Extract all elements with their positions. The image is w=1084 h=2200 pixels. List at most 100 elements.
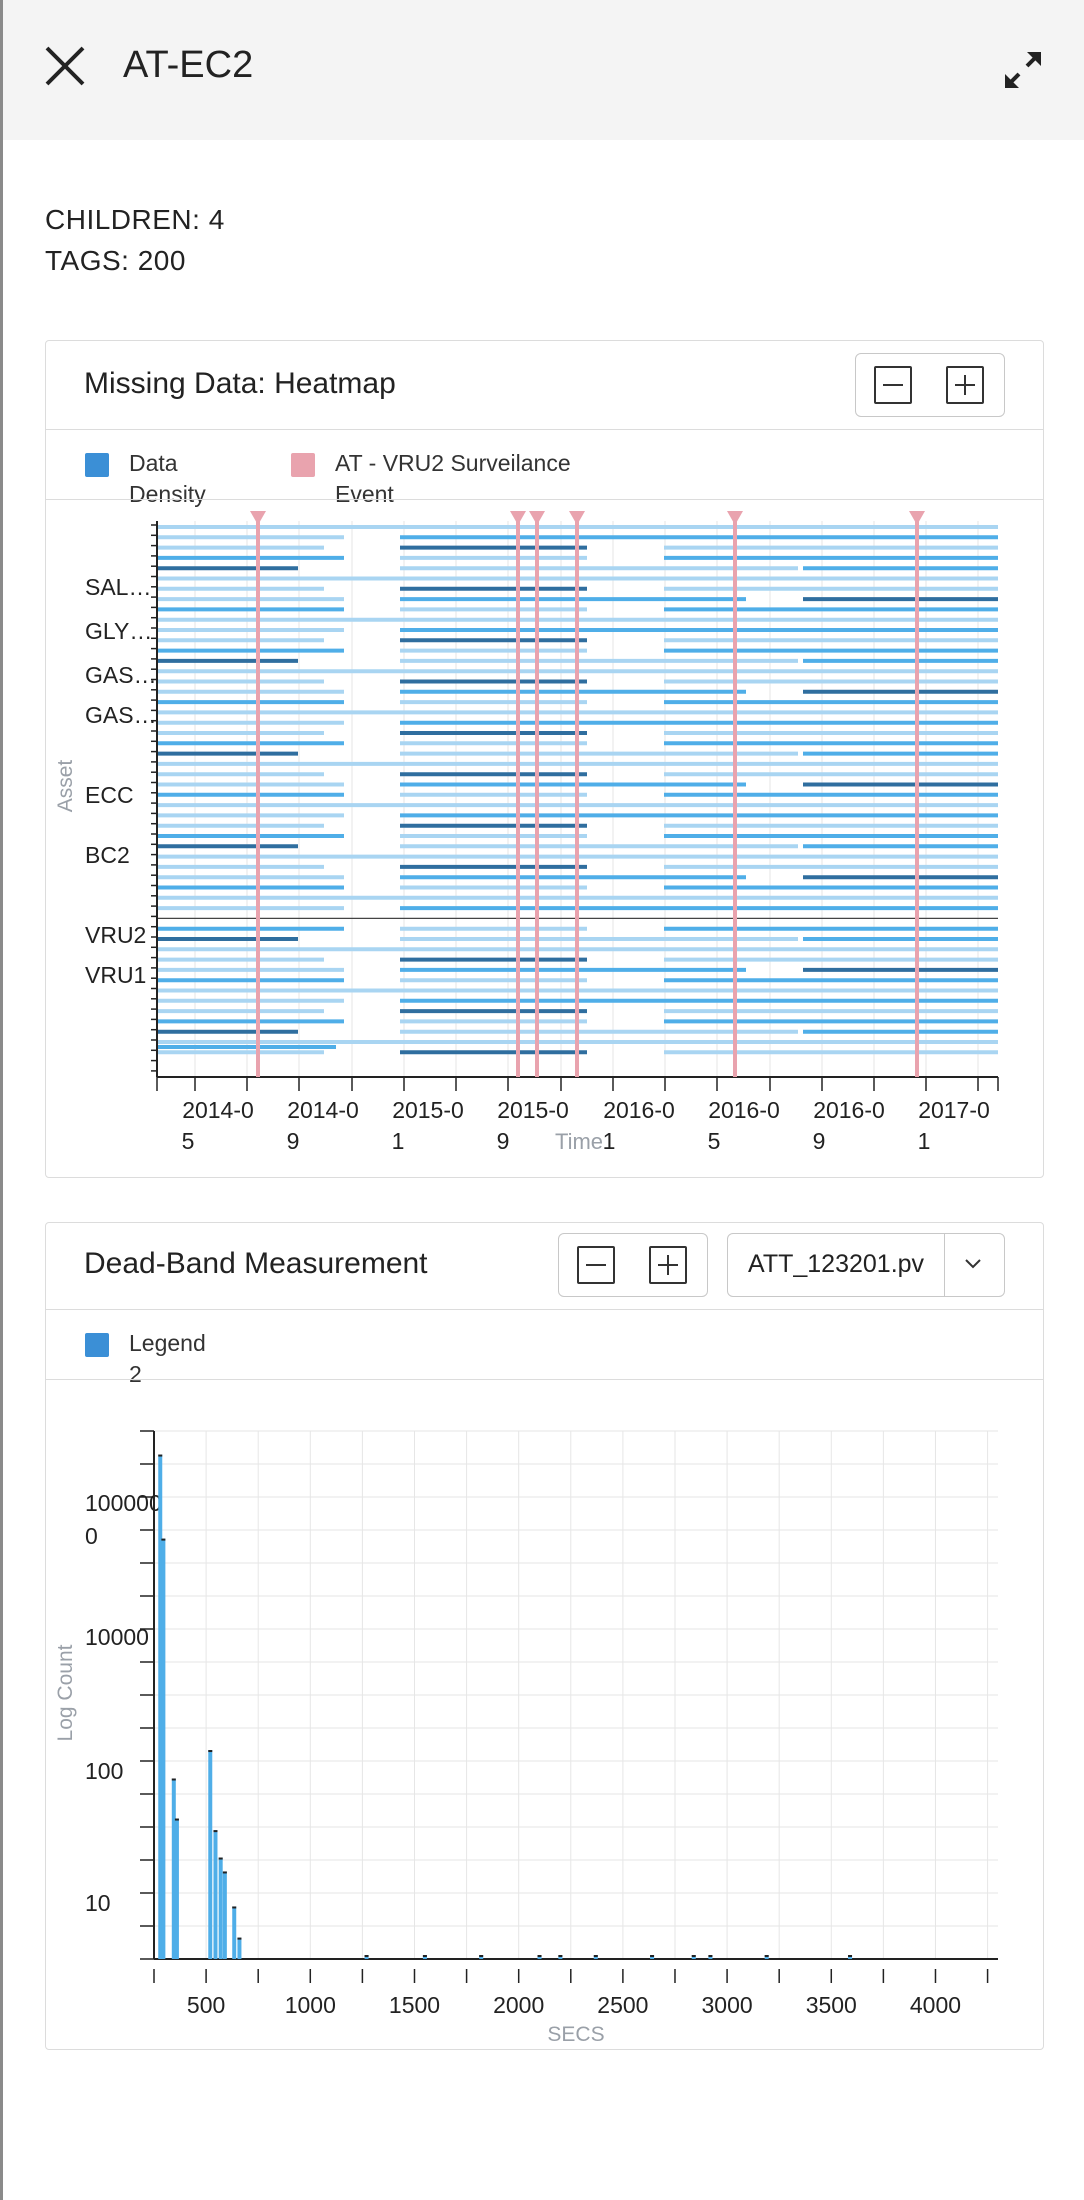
event-marker-head [250,511,266,525]
asset-label: VRU2 [85,922,146,948]
asset-label: GLY… [85,618,152,644]
histogram-bar-cap [158,1454,163,1457]
histogram-bar-cap [232,1906,237,1909]
x-tick-label: 2014-0 [287,1097,359,1123]
histogram-bar-cap [222,1871,227,1874]
event-marker-head [909,511,925,525]
x-tick-label: 1 [918,1128,931,1154]
x-tick-label: 9 [287,1128,300,1154]
event-marker-head [727,511,743,525]
histogram-bar-cap [213,1830,218,1833]
y-tick-label: 10 [85,1890,111,1916]
x-tick-label: 2015-0 [497,1097,569,1123]
deadband-card: Dead-Band Measurement ATT_123201.pv Lege… [45,1222,1044,2050]
legend-swatch-surveillance-event [291,453,315,477]
x-tick-label: 9 [497,1128,510,1154]
event-marker-head [510,511,526,525]
histogram-bar-cap [218,1857,223,1860]
x-tick-label: 2000 [493,1992,544,2018]
tag-select-value: ATT_123201.pv [748,1250,925,1278]
y-tick-label: 100000 [85,1490,162,1516]
x-tick-label: 9 [813,1128,826,1154]
histogram-bar-cap [848,1955,853,1957]
legend-label-surveillance-event[interactable]: AT - VRU2 Surveilance Event [335,450,571,507]
heatmap-title: Missing Data: Heatmap [84,367,396,400]
y-tick-label: 0 [85,1523,98,1549]
x-tick-label: 1 [603,1128,616,1154]
header: AT-EC2 [3,0,1084,140]
page-title: AT-EC2 [123,44,254,86]
histogram-bar-cap [208,1750,213,1753]
tag-select[interactable]: ATT_123201.pv [727,1233,1005,1297]
histogram-bar-cap [364,1955,369,1957]
zoom-in-button[interactable] [649,1246,687,1284]
chevron-down-icon[interactable] [962,1256,984,1272]
histogram-bar [171,1778,176,1959]
x-tick-label: 2017-0 [918,1097,990,1123]
legend-swatch-series [85,1333,109,1357]
x-tick-label: 5 [708,1128,721,1154]
x-tick-label: 2016-0 [813,1097,885,1123]
histogram-bar-cap [708,1955,713,1957]
histogram-bar [222,1871,227,1959]
x-tick-label: 1 [392,1128,405,1154]
asset-label: GAS… [85,662,157,688]
x-tick-label: 3500 [806,1992,857,2018]
x-tick-label: 5 [182,1128,195,1154]
y-tick-label: 10000 [85,1624,149,1650]
event-marker-head [569,511,585,525]
asset-label: SAL… [85,574,151,600]
histogram-bar-cap [593,1955,598,1957]
histogram-bar-cap [237,1937,242,1940]
x-tick-label: 3000 [702,1992,753,2018]
event-marker-head [529,511,545,525]
y-axis-title: Asset [54,760,77,813]
histogram-bar-cap [422,1955,427,1957]
x-tick-label: 4000 [910,1992,961,2018]
asset-label: GAS… [85,702,157,728]
zoom-in-button[interactable] [946,366,984,404]
zoom-out-button[interactable] [577,1246,615,1284]
deadband-title: Dead-Band Measurement [84,1247,428,1280]
legend-label-series[interactable]: Legend 2 [129,1330,206,1387]
heatmap-card: Missing Data: Heatmap Data Density AT - … [45,340,1044,1178]
histogram-bar [174,1818,179,1959]
x-axis-title: Time [555,1129,603,1154]
x-axis-title: SECS [547,2023,604,2041]
histogram-bar-cap [691,1955,696,1957]
histogram-bar-cap [174,1818,179,1821]
histogram-bar [208,1750,213,1959]
asset-label: BC2 [85,842,130,868]
histogram-bar-cap [171,1778,176,1781]
zoom-out-button[interactable] [874,366,912,404]
x-tick-label: 2016-0 [708,1097,780,1123]
x-tick-label: 2015-0 [392,1097,464,1123]
histogram-bar-cap [161,1538,166,1541]
asset-label: VRU1 [85,962,146,988]
histogram-bar [232,1906,237,1959]
histogram-bar-cap [650,1955,655,1957]
histogram-bar-cap [537,1955,542,1957]
tags-count: TAGS: 200 [45,245,186,276]
legend-swatch-data-density [85,453,109,477]
legend-label-data-density[interactable]: Data Density [129,450,206,507]
close-icon[interactable] [41,42,89,90]
x-tick-label: 2500 [597,1992,648,2018]
histogram-bar [158,1454,163,1959]
x-tick-label: 2014-0 [182,1097,254,1123]
asset-label: ECC [85,782,134,808]
x-tick-label: 500 [187,1992,225,2018]
deadband-chart: 10 100 10000 100000 0 500 1000 1500 2000 2500 3000… [54,1430,998,2041]
histogram-bar [218,1857,223,1959]
x-tick-label: 1000 [285,1992,336,2018]
histogram-bar [213,1830,218,1959]
deadband-zoom-controls [558,1233,708,1297]
x-tick-label: 2016-0 [603,1097,675,1123]
heatmap-chart: SAL… GLY… GAS… GAS… ECC BC2 VRU2 VRU1 Asset 2014-… [54,511,999,1154]
expand-icon[interactable] [1001,48,1045,92]
histogram-bar [237,1937,242,1959]
y-axis-title: Log Count [54,1644,77,1741]
histogram-bar-cap [764,1955,769,1957]
y-tick-label: 100 [85,1758,123,1784]
heatmap-zoom-controls [855,353,1005,417]
